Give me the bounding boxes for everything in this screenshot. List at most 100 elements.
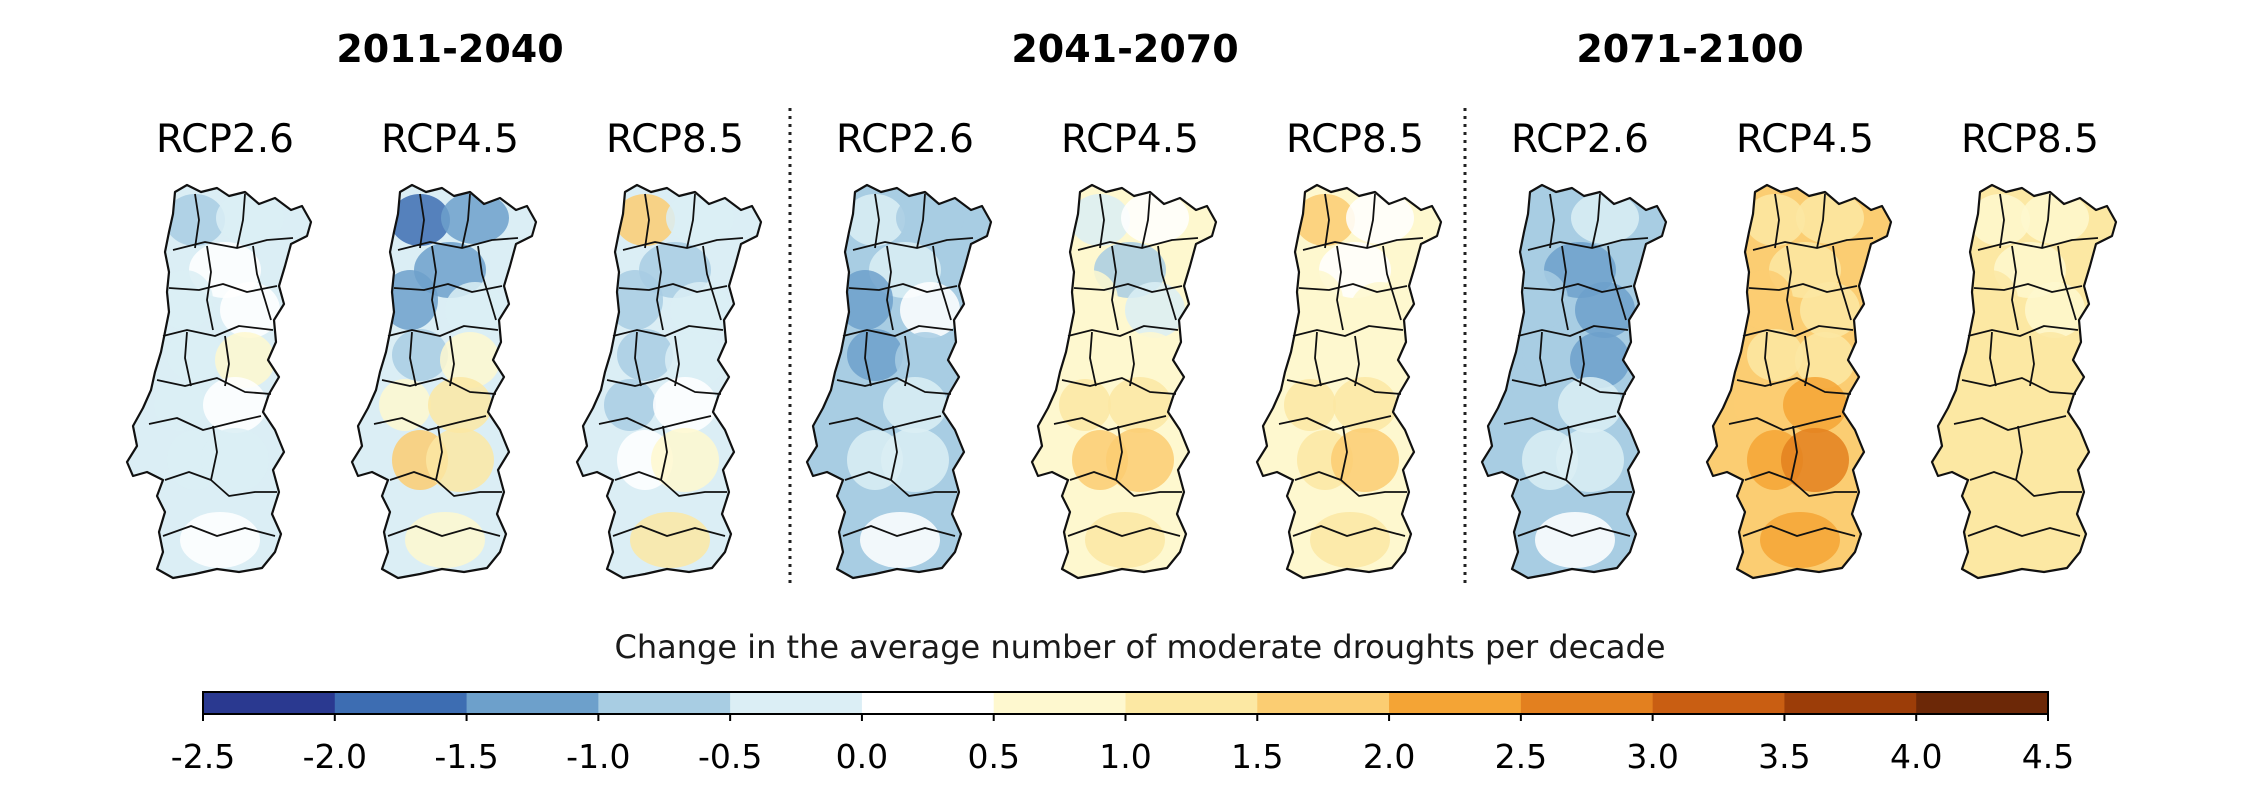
colorbar-tick-label: -0.5 bbox=[698, 737, 762, 776]
drought-change-patch bbox=[1512, 270, 1568, 330]
district-border bbox=[409, 331, 417, 387]
district-border bbox=[1314, 331, 1322, 387]
colorbar-segment bbox=[598, 692, 731, 714]
drought-change-patch bbox=[1287, 270, 1343, 330]
district-border bbox=[1967, 525, 2081, 537]
district-border bbox=[686, 193, 696, 249]
district-border bbox=[848, 283, 958, 293]
district-border bbox=[1748, 283, 1858, 293]
district-border bbox=[916, 193, 926, 249]
district-border bbox=[1969, 471, 2082, 497]
drought-change-patch bbox=[1509, 379, 1561, 431]
district-border bbox=[1503, 415, 1617, 431]
district-border bbox=[618, 283, 728, 293]
drought-change-patch bbox=[1570, 332, 1630, 388]
drought-change-patch bbox=[630, 512, 710, 568]
period-title-2: 2041-2070 bbox=[1011, 27, 1238, 71]
drought-change-patch bbox=[653, 377, 717, 433]
colorbar-tick-label: 0.0 bbox=[836, 737, 888, 776]
drought-change-patch bbox=[379, 379, 431, 431]
drought-change-patch bbox=[441, 192, 509, 244]
drought-change-patch bbox=[860, 512, 940, 568]
district-border bbox=[890, 425, 898, 481]
drought-change-patch bbox=[180, 512, 260, 568]
drought-change-patch bbox=[1297, 329, 1353, 381]
district-border bbox=[1099, 193, 1105, 249]
district-border bbox=[660, 425, 668, 481]
drought-change-patch bbox=[881, 428, 949, 492]
drought-change-patch bbox=[1070, 194, 1130, 246]
colorbar-tick-label: 3.5 bbox=[1758, 737, 1810, 776]
drought-change-patch bbox=[617, 329, 673, 381]
district-border bbox=[2029, 335, 2035, 387]
district-border bbox=[1340, 425, 1348, 481]
drought-change-patch bbox=[837, 270, 893, 330]
drought-change-patch bbox=[1737, 270, 1793, 330]
district-border bbox=[1519, 471, 1632, 497]
portugal-map bbox=[575, 183, 763, 580]
district-border bbox=[614, 471, 727, 497]
district-border bbox=[842, 525, 956, 537]
district-border bbox=[1774, 193, 1780, 249]
drought-change-patch bbox=[666, 192, 734, 244]
drought-change-patch bbox=[1985, 512, 2065, 568]
district-border bbox=[2041, 193, 2051, 249]
district-border bbox=[1129, 335, 1135, 387]
scenario-label: RCP2.6 bbox=[836, 117, 974, 162]
colorbar-tick-label: -1.0 bbox=[566, 737, 630, 776]
district-border bbox=[164, 471, 277, 497]
district-border bbox=[1790, 425, 1798, 481]
drought-change-patch bbox=[2021, 192, 2089, 244]
district-border bbox=[2011, 245, 2019, 331]
drought-change-patch bbox=[1125, 282, 1185, 338]
district-border bbox=[842, 325, 954, 337]
district-border bbox=[435, 425, 443, 481]
scenario-label: RCP4.5 bbox=[1061, 117, 1199, 162]
district-border bbox=[184, 331, 192, 387]
drought-change-patch bbox=[165, 194, 225, 246]
drought-change-patch bbox=[1571, 192, 1639, 244]
period-title-1: 2011-2040 bbox=[336, 27, 563, 71]
district-border bbox=[598, 415, 712, 431]
district-border bbox=[224, 335, 230, 387]
district-border bbox=[932, 245, 952, 321]
colorbar-tick-label: -1.5 bbox=[434, 737, 498, 776]
colorbar-segment bbox=[1520, 692, 1654, 714]
drought-change-patch bbox=[1796, 192, 1864, 244]
colorbar-segment bbox=[1652, 692, 1785, 714]
district-border bbox=[206, 245, 214, 331]
drought-change-patch bbox=[1747, 329, 1803, 381]
colorbar-segment bbox=[1257, 692, 1390, 714]
district-border bbox=[1523, 283, 1633, 293]
district-border bbox=[1354, 335, 1360, 387]
colorbar-segment bbox=[1916, 692, 2049, 714]
district-border bbox=[634, 331, 642, 387]
colorbar-segment bbox=[1125, 692, 1258, 714]
district-border bbox=[431, 245, 439, 331]
scenario-label: RCP8.5 bbox=[1286, 117, 1424, 162]
portugal-map bbox=[125, 183, 313, 580]
drought-change-patch bbox=[1575, 282, 1635, 338]
district-border bbox=[1607, 245, 1627, 321]
country-outline bbox=[575, 183, 763, 580]
drought-change-patch bbox=[1121, 192, 1189, 244]
drought-change-patch bbox=[1962, 270, 2018, 330]
district-border bbox=[1786, 245, 1794, 331]
colorbar-tick-label: 2.0 bbox=[1363, 737, 1415, 776]
drought-change-patch bbox=[1059, 379, 1111, 431]
district-border bbox=[1067, 325, 1179, 337]
district-border bbox=[606, 377, 722, 395]
drought-change-patch bbox=[834, 379, 886, 431]
portugal-map bbox=[350, 183, 538, 580]
drought-change-patch bbox=[1781, 428, 1849, 492]
drought-change-patch bbox=[382, 270, 438, 330]
district-border bbox=[1742, 325, 1854, 337]
drought-change-patch bbox=[895, 332, 955, 388]
country-outline bbox=[1030, 183, 1218, 580]
district-border bbox=[1579, 335, 1585, 387]
drought-change-patch bbox=[1959, 379, 2011, 431]
drought-change-patch bbox=[1783, 377, 1847, 433]
district-border bbox=[1999, 193, 2005, 249]
